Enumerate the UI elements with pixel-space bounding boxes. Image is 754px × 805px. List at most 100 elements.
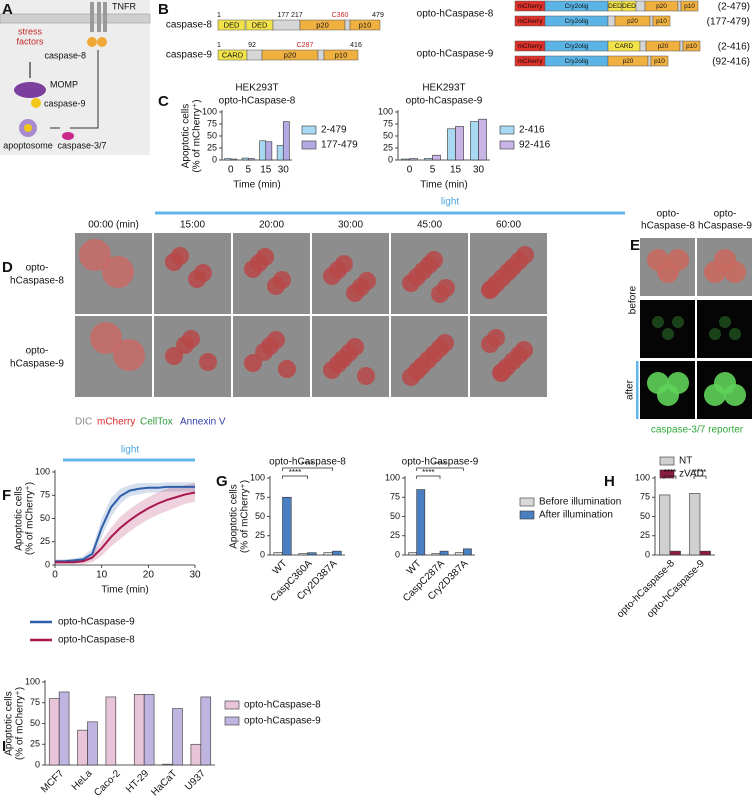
y-tick-label: 50 xyxy=(390,511,400,521)
significance-label: **** xyxy=(289,468,301,477)
y-tick-label: 75 xyxy=(255,492,265,502)
domain xyxy=(650,55,669,67)
error-band xyxy=(55,482,195,564)
y-tick-label: 25 xyxy=(207,142,217,152)
panel-label: A xyxy=(2,1,13,18)
legend-swatch xyxy=(659,456,675,466)
x-tick-label: 15 xyxy=(450,165,462,176)
y-tick-label: 100 xyxy=(385,472,400,482)
bar xyxy=(105,696,117,766)
bar xyxy=(224,158,232,161)
y-tick-label: 50 xyxy=(40,513,50,523)
panel-label: E xyxy=(630,237,640,254)
domain-label: p20 xyxy=(623,58,634,65)
row-label: before xyxy=(628,285,639,314)
bar xyxy=(247,158,255,161)
bar xyxy=(424,158,433,161)
cell xyxy=(113,339,145,371)
y-tick-label: 0 xyxy=(212,154,217,164)
bar xyxy=(282,496,292,556)
bar xyxy=(454,552,464,556)
y-tick-label: 50 xyxy=(383,130,393,140)
cell xyxy=(493,363,511,381)
bar xyxy=(48,698,60,766)
domain xyxy=(272,19,301,31)
bar xyxy=(282,121,290,161)
significance-label: **** xyxy=(664,468,676,477)
apoptosome-icon xyxy=(24,124,32,132)
micrograph xyxy=(233,233,310,314)
chart-title: opto-hCaspase-8 xyxy=(269,457,346,468)
y-tick-label: 100 xyxy=(35,466,50,476)
bar xyxy=(470,121,479,161)
y-axis-label: Apoptotic cells xyxy=(229,484,240,548)
bar xyxy=(323,552,333,556)
x-tick-label: WT xyxy=(271,558,290,577)
chart-title: HEK293T xyxy=(235,83,278,94)
construct-name: opto-hCaspase-8 xyxy=(417,9,494,20)
domain-label: p10 xyxy=(335,50,348,59)
y-tick-label: 100 xyxy=(378,106,393,116)
domain xyxy=(349,19,381,31)
cell xyxy=(335,255,353,273)
y-tick-label: 25 xyxy=(255,530,265,540)
cell xyxy=(79,239,111,271)
chart-title: HEK293T xyxy=(422,83,465,94)
legend-label: zVAD xyxy=(679,469,704,480)
domain xyxy=(649,15,654,27)
cell xyxy=(194,264,212,282)
domain xyxy=(680,0,699,12)
legend-swatch xyxy=(499,125,515,135)
x-tick-label: HaCaT xyxy=(149,768,179,798)
axis xyxy=(44,680,215,766)
time-label: 30:00 xyxy=(338,220,363,231)
y-tick-label: 50 xyxy=(30,718,40,728)
receptor xyxy=(97,2,101,32)
residue-number: 479 xyxy=(372,12,384,19)
y-tick-label: 50 xyxy=(255,511,265,521)
y-tick-label: 75 xyxy=(207,118,217,128)
domain-label: DED xyxy=(252,20,268,29)
bar xyxy=(401,158,410,161)
caspase-8-icon xyxy=(97,37,107,47)
cell xyxy=(487,329,505,347)
domain-label: p20 xyxy=(627,18,638,25)
y-tick-label: 25 xyxy=(640,530,650,540)
row-label: hCaspase-9 xyxy=(10,359,64,370)
panel-a-diagram: TNFR stress factors caspase-8 MOMP caspa… xyxy=(0,0,151,155)
x-axis-label: Time (min) xyxy=(233,180,280,191)
domain-label: Cry2olig xyxy=(565,43,589,50)
caspase-8-icon xyxy=(87,37,97,47)
cell xyxy=(516,246,534,264)
cell xyxy=(199,353,217,371)
y-tick-label: 100 xyxy=(202,106,217,116)
receptor xyxy=(103,2,107,32)
bar xyxy=(447,128,456,161)
panel-label: I xyxy=(2,738,6,755)
cell xyxy=(499,263,517,281)
cell xyxy=(719,316,731,328)
significance-label: **** xyxy=(301,460,313,469)
row-label: opto- xyxy=(26,346,49,357)
x-tick-label: 30 xyxy=(473,165,485,176)
y-tick-label: 0 xyxy=(45,559,50,569)
y-tick-label: 50 xyxy=(207,130,217,140)
cell xyxy=(244,354,262,372)
axis xyxy=(269,476,345,556)
y-tick-label: 25 xyxy=(30,739,40,749)
cell xyxy=(102,256,134,288)
domain-label: mCherry xyxy=(518,43,544,50)
x-tick-label: HT-29 xyxy=(124,768,151,795)
row-label: hCaspase-8 xyxy=(10,276,64,287)
legend-label: 2-479 xyxy=(321,125,347,136)
cell xyxy=(273,271,291,289)
bar xyxy=(307,552,317,556)
domain xyxy=(652,15,671,27)
construct-range: (177-479) xyxy=(707,17,750,28)
legend-swatch xyxy=(224,716,240,726)
domain-label: mCherry xyxy=(518,58,544,65)
x-tick-label: 5 xyxy=(430,165,436,176)
cell xyxy=(267,331,285,349)
bar xyxy=(409,158,418,161)
domain-label: p10 xyxy=(684,3,695,10)
